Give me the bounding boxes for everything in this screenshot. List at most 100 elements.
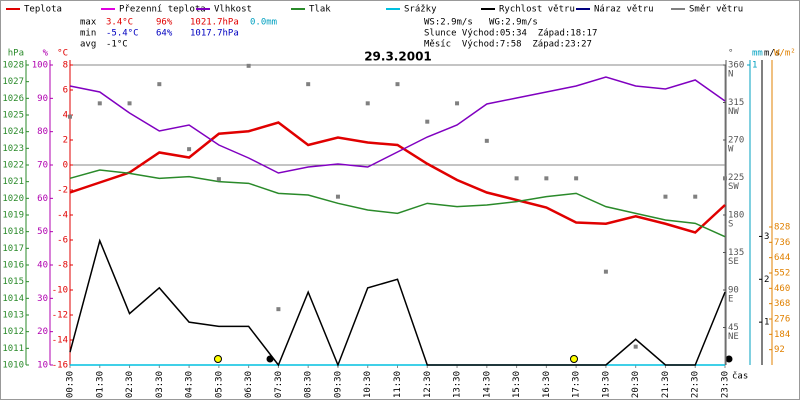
y-tick-label: 1 bbox=[752, 61, 757, 71]
y-tick-label: 3 bbox=[764, 232, 769, 242]
y-tick-label: 1016 bbox=[2, 261, 24, 271]
direction-marker bbox=[693, 194, 698, 199]
stat-value: 1021.7hPa bbox=[190, 18, 239, 28]
axis-title: hPa bbox=[8, 49, 24, 59]
y-tick-label: 315 bbox=[728, 98, 744, 108]
y-tick-label: -2 bbox=[57, 186, 68, 196]
axis-title: % bbox=[43, 49, 49, 59]
direction-marker bbox=[187, 147, 192, 152]
legend-label: Směr větru bbox=[689, 5, 743, 15]
y-tick-label: -14 bbox=[52, 336, 68, 346]
y-tick-label: 1010 bbox=[2, 361, 24, 371]
y-tick-label: 1028 bbox=[2, 61, 24, 71]
y-tick-label: 30 bbox=[37, 294, 48, 304]
compass-label: SE bbox=[728, 257, 739, 267]
direction-marker bbox=[633, 344, 638, 349]
y-tick-label: 0 bbox=[63, 161, 68, 171]
x-tick-label: 07:30 bbox=[274, 371, 284, 398]
legend-label: Vlhkost bbox=[214, 5, 252, 15]
compass-label: NW bbox=[728, 107, 739, 117]
info-text: Slunce Východ:05:34 Západ:18:17 bbox=[424, 29, 597, 39]
y-tick-label: 90 bbox=[728, 286, 739, 296]
direction-marker bbox=[127, 101, 132, 106]
y-tick-label: 1019 bbox=[2, 211, 24, 221]
compass-label: N bbox=[728, 70, 733, 80]
y-tick-label: -8 bbox=[57, 261, 68, 271]
chart-title: 29.3.2001 bbox=[364, 50, 432, 64]
direction-marker bbox=[157, 82, 162, 87]
y-tick-label: 270 bbox=[728, 136, 744, 146]
info-text: WS:2.9m/s WG:2.9m/s bbox=[424, 18, 538, 28]
stat-value: avg bbox=[80, 40, 96, 50]
y-tick-label: 1015 bbox=[2, 277, 24, 287]
y-tick-label: 90 bbox=[37, 94, 48, 104]
axis-title: W/m² bbox=[774, 49, 796, 59]
y-tick-label: -16 bbox=[52, 361, 68, 371]
direction-marker bbox=[276, 307, 281, 312]
y-tick-label: 45 bbox=[728, 323, 739, 333]
axis-title: m/s bbox=[764, 49, 780, 59]
y-tick-label: 70 bbox=[37, 161, 48, 171]
axis-title: mm bbox=[752, 49, 763, 59]
y-tick-label: 1027 bbox=[2, 77, 24, 87]
direction-marker bbox=[68, 114, 72, 119]
x-tick-label: 22:30 bbox=[691, 371, 701, 398]
series-line bbox=[69, 169, 726, 238]
y-tick-label: 100 bbox=[32, 61, 48, 71]
direction-marker bbox=[484, 138, 489, 143]
direction-marker bbox=[455, 101, 460, 106]
y-tick-label: 20 bbox=[37, 327, 48, 337]
legend-label: Přezenní teplota bbox=[119, 5, 206, 15]
y-tick-label: 1026 bbox=[2, 94, 24, 104]
y-tick-label: 736 bbox=[774, 238, 790, 248]
y-tick-label: 552 bbox=[774, 269, 790, 279]
y-tick-label: 8 bbox=[63, 61, 68, 71]
series-line bbox=[69, 76, 726, 174]
y-tick-label: 180 bbox=[728, 211, 744, 221]
direction-marker bbox=[395, 82, 400, 87]
y-tick-label: 1011 bbox=[2, 344, 24, 354]
stat-value: 96% bbox=[156, 18, 173, 28]
y-tick-label: 1021 bbox=[2, 177, 24, 187]
x-tick-label: 09:30 bbox=[333, 371, 343, 398]
compass-label: S bbox=[728, 220, 733, 230]
direction-marker bbox=[544, 176, 549, 181]
legend-label: Teplota bbox=[24, 5, 62, 15]
compass-label: E bbox=[728, 295, 733, 305]
x-tick-label: 12:30 bbox=[423, 371, 433, 398]
compass-label: W bbox=[728, 145, 734, 155]
series-line bbox=[69, 121, 726, 234]
direction-marker bbox=[246, 63, 251, 68]
y-tick-label: 460 bbox=[774, 284, 790, 294]
y-tick-label: 135 bbox=[728, 248, 744, 258]
y-tick-label: 1 bbox=[764, 318, 769, 328]
direction-marker bbox=[425, 119, 430, 124]
y-tick-label: 60 bbox=[37, 194, 48, 204]
x-tick-label: 23:30 bbox=[721, 371, 731, 398]
x-axis-label: čas bbox=[732, 371, 748, 382]
y-tick-label: 1012 bbox=[2, 327, 24, 337]
stat-value: -1°C bbox=[106, 40, 128, 50]
y-tick-label: 2 bbox=[764, 275, 769, 285]
stat-value: -5.4°C bbox=[106, 29, 139, 39]
y-tick-label: 1020 bbox=[2, 194, 24, 204]
x-tick-label: 13:30 bbox=[453, 371, 463, 398]
x-tick-label: 11:30 bbox=[393, 371, 403, 398]
direction-marker bbox=[603, 269, 608, 274]
y-tick-label: 6 bbox=[63, 86, 68, 96]
y-tick-label: 92 bbox=[774, 345, 785, 355]
y-tick-label: 1023 bbox=[2, 144, 24, 154]
direction-marker bbox=[216, 177, 221, 182]
direction-marker bbox=[514, 176, 519, 181]
y-tick-label: 1014 bbox=[2, 294, 24, 304]
y-tick-label: 1024 bbox=[2, 127, 24, 137]
x-tick-label: 06:30 bbox=[244, 371, 254, 398]
y-tick-label: 80 bbox=[37, 127, 48, 137]
stat-value: 64% bbox=[156, 29, 173, 39]
stat-value: 0.0mm bbox=[250, 18, 277, 28]
x-tick-label: 04:30 bbox=[185, 371, 195, 398]
stat-value: min bbox=[80, 29, 96, 39]
y-tick-label: -12 bbox=[52, 311, 68, 321]
